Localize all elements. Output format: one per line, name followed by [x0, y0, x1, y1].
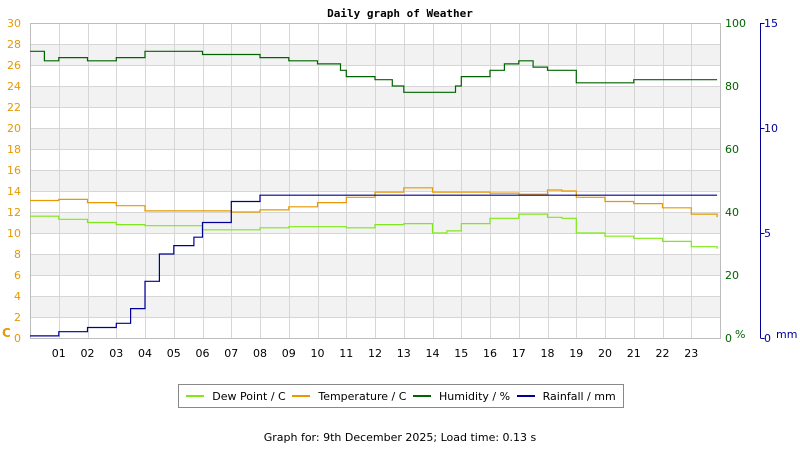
legend-label: Dew Point / C: [212, 389, 286, 403]
humidity-tick-label: 20: [725, 269, 739, 282]
legend-swatch: [292, 395, 311, 397]
humidity-tick-label: 60: [725, 143, 739, 156]
humidity-axis-unit: %: [735, 328, 745, 341]
x-tick-label: 03: [109, 347, 123, 360]
legend: Dew Point / C Temperature / C Humidity / %…: [178, 384, 624, 408]
legend-swatch: [413, 395, 432, 397]
x-tick-label: 23: [684, 347, 698, 360]
series-lines: [30, 50, 718, 337]
temp-tick-label: 4: [14, 290, 21, 303]
legend-label: Temperature / C: [318, 389, 407, 403]
x-tick-label: 11: [339, 347, 353, 360]
temp-tick-label: 20: [7, 122, 21, 135]
series-line: [30, 187, 718, 218]
temp-tick-label: 2: [14, 311, 21, 324]
rainfall-tick-label: 0: [764, 332, 771, 345]
legend-swatch: [186, 395, 205, 397]
x-tick-label: 10: [311, 347, 325, 360]
x-tick-label: 18: [541, 347, 555, 360]
rainfall-axis-unit: mm: [776, 328, 797, 341]
x-tick-label: 01: [52, 347, 66, 360]
x-tick-label: 13: [397, 347, 411, 360]
temp-tick-label: 14: [7, 185, 21, 198]
x-tick-label: 04: [138, 347, 152, 360]
temp-tick-label: 8: [14, 248, 21, 261]
x-tick-label: 09: [282, 347, 296, 360]
axes: [30, 23, 765, 339]
x-tick-label: 19: [569, 347, 583, 360]
x-tick-label: 14: [426, 347, 440, 360]
temp-tick-label: 26: [7, 59, 21, 72]
temp-tick-label: 22: [7, 101, 21, 114]
temp-axis-unit: C: [2, 326, 11, 340]
x-tick-label: 15: [454, 347, 468, 360]
x-tick-label: 17: [512, 347, 526, 360]
x-tick-label: 05: [167, 347, 181, 360]
x-tick-label: 21: [627, 347, 641, 360]
chart-title: Daily graph of Weather: [327, 7, 473, 20]
x-tick-label: 07: [224, 347, 238, 360]
x-tick-label: 22: [656, 347, 670, 360]
legend-item: Humidity / %: [413, 390, 510, 403]
x-tick-label: 20: [598, 347, 612, 360]
weather-chart: Daily graph of Weather 02468101214161820…: [2, 7, 797, 360]
x-tick-label: 06: [196, 347, 210, 360]
rainfall-tick-label: 5: [764, 227, 771, 240]
legend-swatch: [516, 395, 535, 397]
legend-label: Humidity / %: [439, 389, 511, 403]
legend-item: Dew Point / C: [186, 389, 286, 403]
rainfall-tick-label: 15: [764, 17, 778, 30]
plot-frame: [30, 23, 721, 339]
series-line: [30, 213, 718, 249]
temp-tick-label: 6: [14, 269, 21, 282]
x-tick-label: 16: [483, 347, 497, 360]
series-line: [30, 50, 718, 93]
humidity-tick-label: 100: [725, 17, 746, 30]
rainfall-tick-label: 10: [764, 122, 778, 135]
x-tick-label: 02: [81, 347, 95, 360]
humidity-tick-label: 0: [725, 332, 732, 345]
temp-tick-label: 0: [14, 332, 21, 345]
temp-tick-label: 10: [7, 227, 21, 240]
temp-tick-label: 24: [7, 80, 21, 93]
temp-tick-label: 18: [7, 143, 21, 156]
legend-item: Rainfall / mm: [516, 389, 616, 403]
temp-tick-label: 30: [7, 17, 21, 30]
series-line: [30, 194, 718, 337]
legend-label: Rainfall / mm: [542, 389, 616, 403]
footer-status: Graph for: 9th December 2025; Load time:…: [263, 431, 537, 444]
humidity-tick-label: 80: [725, 80, 739, 93]
humidity-tick-label: 40: [725, 206, 739, 219]
temp-tick-label: 16: [7, 164, 21, 177]
legend-item: Temperature / C: [292, 390, 406, 403]
temp-tick-label: 12: [7, 206, 21, 219]
temp-tick-label: 28: [7, 38, 21, 51]
x-tick-label: 08: [253, 347, 267, 360]
x-tick-label: 12: [368, 347, 382, 360]
